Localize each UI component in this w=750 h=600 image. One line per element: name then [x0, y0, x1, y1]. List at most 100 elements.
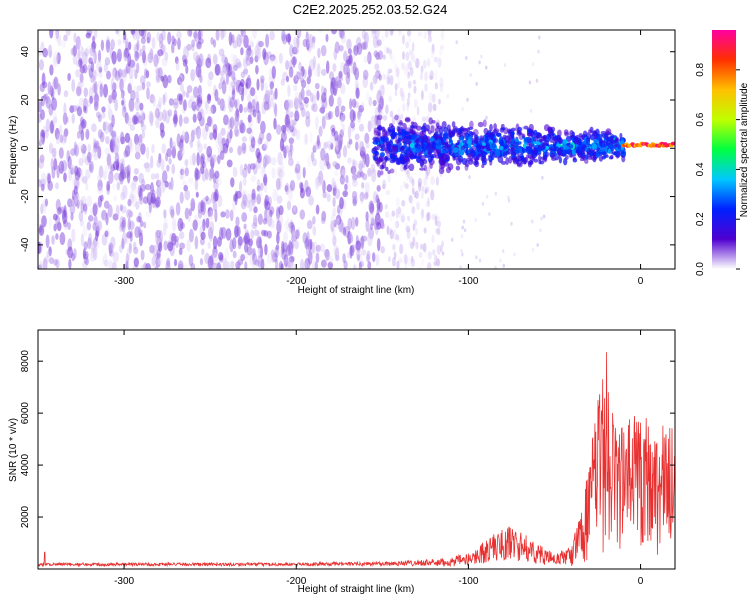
spectrogram-cell [186, 85, 193, 94]
spectrogram-cell [132, 241, 137, 250]
spectrogram-cell [541, 175, 544, 180]
spectrogram-cell [400, 113, 404, 120]
spectrogram-cell [119, 216, 125, 228]
spectrogram-cell [120, 91, 124, 101]
spectrogram-cell [105, 39, 111, 53]
spectrogram-cell [93, 140, 100, 149]
spectrogram-cell [330, 213, 336, 226]
spectrogram-cell [124, 37, 129, 50]
spectrogram-cell [40, 203, 44, 215]
spectrogram-cell [342, 226, 347, 237]
spectrogram-cell [438, 158, 445, 164]
spectrogram-cell [422, 116, 426, 123]
spectrogram-cell [259, 131, 265, 141]
spectrogram-cell [145, 263, 151, 269]
spectrogram-cell [100, 112, 106, 119]
spectrogram-cell [274, 103, 278, 118]
spectrogram-cell [547, 126, 553, 132]
spectrogram-cell [364, 181, 370, 194]
spectrogram-cell [198, 53, 204, 68]
spectrogram-cell [121, 216, 127, 229]
spectrogram-cell [376, 126, 383, 131]
spectrogram-cell [397, 107, 401, 115]
spectrogram-cell [474, 218, 477, 223]
spectrogram-cell [233, 77, 237, 85]
spectrogram-cell [343, 260, 348, 269]
spectrogram-cell [293, 240, 299, 250]
spectrogram-cell [340, 83, 346, 95]
spectrogram-cell [347, 251, 351, 259]
spectrogram-cell [212, 235, 218, 250]
spectrogram-cell [165, 260, 171, 269]
spectrogram-cell [121, 157, 126, 165]
spectrogram-cell [462, 219, 466, 224]
spectrogram-cell [586, 147, 592, 155]
spectrogram-cell [285, 33, 292, 43]
spectrogram-cell [135, 43, 139, 50]
spectrogram-cell [77, 49, 81, 61]
spectrogram-cell [63, 102, 67, 116]
spectrogram-cell [377, 100, 383, 113]
spectrogram-cell [382, 179, 387, 190]
spectrogram-cell [359, 169, 363, 177]
spectrogram-cell [160, 75, 164, 82]
spectrogram-cell [270, 157, 277, 166]
spectrogram-cell [426, 124, 430, 132]
spectrogram-cell [393, 131, 398, 136]
spectrogram-cell [430, 189, 435, 201]
spectrogram-cell [302, 166, 306, 179]
spectrogram-cell [315, 244, 322, 253]
spectrogram-cell [582, 154, 586, 161]
spectrogram-cell [279, 169, 285, 178]
spectrogram-cell [272, 252, 278, 263]
spectrogram-cell [79, 169, 84, 182]
spectrogram-cell [422, 177, 427, 186]
spectrogram-cell [358, 123, 365, 132]
spectrogram-cell [86, 151, 92, 163]
spectrogram-cell [476, 145, 482, 152]
spectrogram-cell [103, 121, 110, 135]
spectrogram-cell [190, 262, 196, 269]
spectrogram-cell [327, 194, 332, 202]
spectrogram-cell [387, 126, 391, 133]
spectrogram-cell [265, 33, 270, 48]
spectrogram-cell [377, 103, 382, 113]
spectrogram-cell [309, 131, 313, 144]
spectrogram-cell [408, 163, 415, 172]
spectrogram-cell [47, 81, 52, 96]
spectrogram-cell [373, 50, 379, 58]
spectrogram-cell [127, 41, 132, 51]
spectrogram-cell [475, 255, 478, 260]
spectrogram-cell [269, 54, 276, 62]
spectrogram-cell [38, 225, 45, 236]
spectrogram-cell [494, 191, 497, 196]
spectrogram-cell [310, 37, 316, 49]
colorbar-tick-label: 0.2 [695, 212, 706, 226]
spectrogram-cell [67, 155, 72, 170]
spectrogram-cell [422, 158, 428, 165]
spectrogram-cell [120, 136, 126, 145]
spectrogram-cell [246, 47, 252, 57]
spectrogram-cell [532, 147, 537, 155]
spectrogram-cell [76, 131, 81, 139]
spectrogram-cell [188, 208, 193, 217]
spectrogram-cell [378, 201, 383, 213]
spectrogram-cell [359, 191, 365, 202]
spectrogram-cell [243, 58, 248, 69]
spectrogram-cell [399, 152, 404, 161]
spectrogram-cell [292, 56, 296, 68]
spectrogram-cell [378, 74, 382, 81]
spectrogram-cell [397, 206, 401, 215]
spectrogram-cell [406, 102, 410, 112]
spectrogram-cell [215, 30, 220, 41]
spectrogram-cell [256, 135, 261, 147]
spectrogram-cell [431, 93, 436, 103]
spectrogram-cell [182, 90, 186, 98]
spectrogram-cell [68, 167, 73, 182]
spectrogram-cell [55, 30, 60, 40]
spectrogram-cell [53, 158, 58, 171]
spectrogram-cell [260, 78, 264, 92]
spectrogram-cell [360, 189, 365, 199]
spectrogram-cell [67, 73, 71, 81]
spectrogram-cell [441, 120, 447, 129]
